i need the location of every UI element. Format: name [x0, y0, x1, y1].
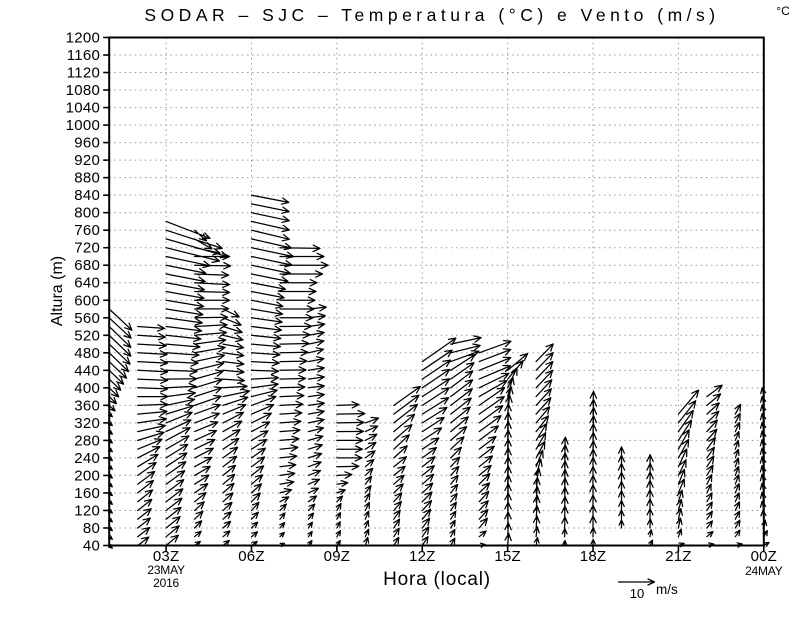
svg-text:06Z: 06Z	[238, 548, 264, 565]
svg-text:800: 800	[74, 205, 100, 222]
svg-text:1080: 1080	[66, 82, 101, 99]
svg-text:520: 520	[74, 327, 100, 344]
svg-text:760: 760	[74, 222, 100, 239]
svg-text:400: 400	[74, 380, 100, 397]
svg-text:360: 360	[74, 397, 100, 414]
svg-text:15Z: 15Z	[494, 548, 520, 565]
svg-text:2016: 2016	[153, 576, 179, 590]
svg-text:1200: 1200	[66, 30, 101, 47]
svg-text:1120: 1120	[67, 65, 100, 82]
svg-text:280: 280	[74, 432, 100, 449]
svg-text:40: 40	[83, 538, 100, 555]
svg-text:SODAR – SJC – Temperatura: SODAR – SJC – Temperatura (°C) e Vento (…	[144, 5, 719, 25]
svg-text:560: 560	[74, 310, 100, 327]
svg-text:12Z: 12Z	[409, 548, 435, 565]
svg-text:840: 840	[74, 187, 100, 204]
svg-text:80: 80	[83, 520, 100, 537]
svg-text:640: 640	[74, 275, 100, 292]
svg-text:1040: 1040	[66, 100, 101, 117]
svg-text:600: 600	[74, 292, 100, 309]
svg-text:160: 160	[74, 485, 100, 502]
svg-text:m/s: m/s	[656, 582, 678, 597]
svg-text:Altura (m): Altura (m)	[49, 256, 66, 326]
svg-text:440: 440	[74, 362, 100, 379]
svg-text:23MAY: 23MAY	[147, 563, 185, 577]
svg-text:°C: °C	[776, 4, 790, 18]
svg-text:00Z: 00Z	[751, 548, 777, 565]
svg-text:1000: 1000	[66, 117, 101, 134]
svg-text:960: 960	[74, 135, 100, 152]
svg-text:09Z: 09Z	[324, 548, 350, 565]
svg-text:720: 720	[74, 240, 100, 257]
svg-text:880: 880	[74, 170, 100, 187]
svg-text:320: 320	[74, 415, 100, 432]
svg-text:1160: 1160	[67, 47, 100, 64]
svg-text:240: 240	[74, 450, 100, 467]
svg-text:120: 120	[74, 502, 100, 519]
svg-text:18Z: 18Z	[580, 548, 606, 565]
svg-text:200: 200	[74, 467, 100, 484]
svg-text:24MAY: 24MAY	[745, 564, 783, 578]
svg-text:21Z: 21Z	[665, 548, 691, 565]
svg-text:480: 480	[74, 345, 100, 362]
svg-text:680: 680	[74, 257, 100, 274]
svg-text:10: 10	[630, 586, 644, 601]
svg-text:Hora (local): Hora (local)	[383, 569, 491, 590]
svg-text:920: 920	[74, 152, 100, 169]
svg-text:03Z: 03Z	[153, 548, 179, 565]
